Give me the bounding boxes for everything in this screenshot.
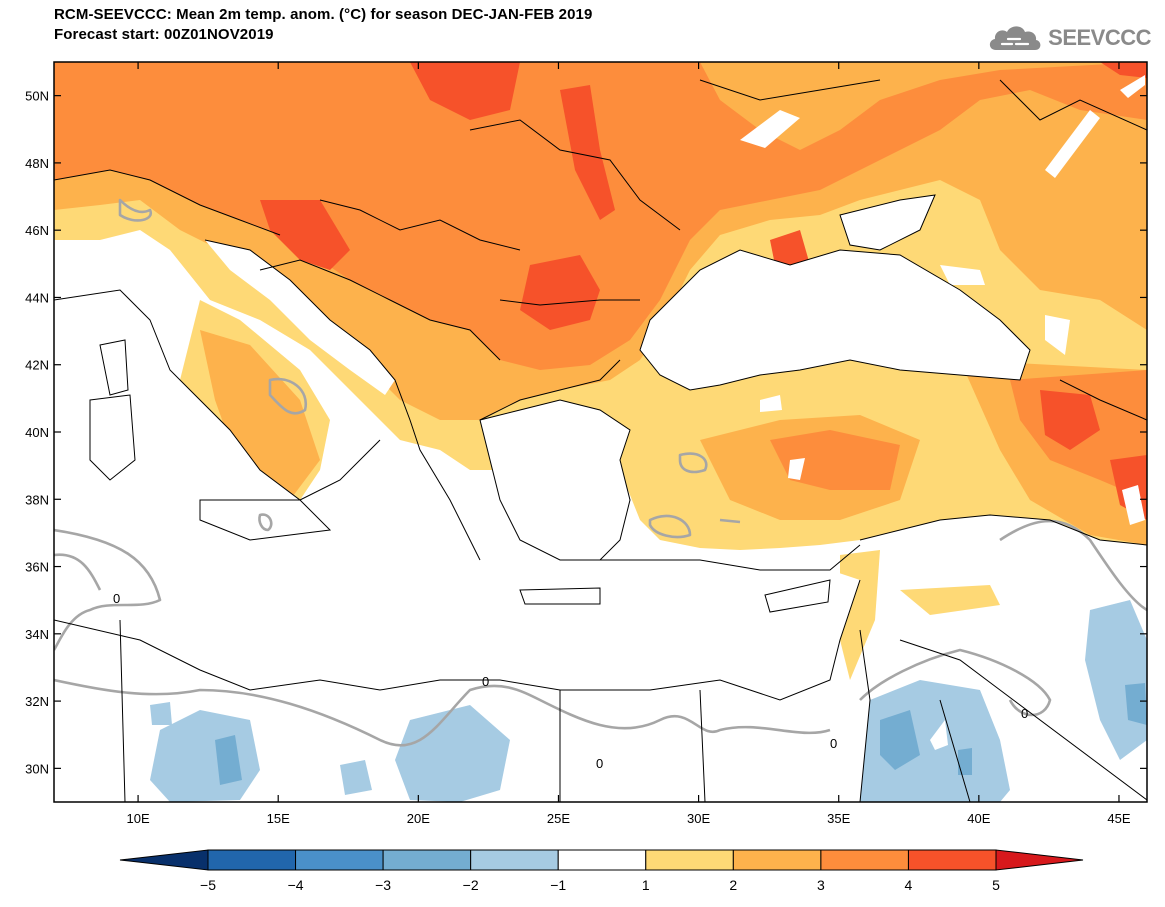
lat-tick-label: 46N bbox=[25, 223, 49, 238]
coastlines-borders bbox=[54, 79, 1147, 802]
colorbar-label: 4 bbox=[905, 877, 913, 893]
lon-tick-label: 30E bbox=[687, 811, 710, 826]
aegean-sea bbox=[480, 400, 630, 560]
sea-of-azov bbox=[840, 195, 935, 250]
latitude-axis: 50N 48N 46N 44N 42N 40N 38N 36N 34N 32N 30N bbox=[25, 89, 1147, 776]
colorbar-label: −5 bbox=[200, 877, 216, 893]
lon-tick-label: 15E bbox=[267, 811, 290, 826]
adriatic-sea bbox=[205, 240, 395, 395]
lat-tick-label: 44N bbox=[25, 290, 49, 305]
lon-tick-label: 20E bbox=[407, 811, 430, 826]
lat-tick-label: 32N bbox=[25, 694, 49, 709]
lon-tick-label: 25E bbox=[547, 811, 570, 826]
lat-tick-label: 50N bbox=[25, 89, 49, 104]
colorbar-label: 3 bbox=[817, 877, 825, 893]
anomaly-fields bbox=[54, 62, 1147, 802]
colorbar-box bbox=[295, 849, 384, 871]
zero-contour-label-1: 0 bbox=[113, 591, 120, 606]
zero-contour-label-4: 0 bbox=[830, 736, 837, 751]
colorbar-box bbox=[557, 849, 647, 871]
lat-tick-label: 40N bbox=[25, 425, 49, 440]
lon-tick-label: 35E bbox=[827, 811, 850, 826]
lat-tick-label: 30N bbox=[25, 761, 49, 776]
tyrrhenian-ionian-sea bbox=[54, 290, 860, 700]
lat-tick-label: 48N bbox=[25, 156, 49, 171]
colorbar-box bbox=[732, 849, 822, 871]
lon-tick-label: 10E bbox=[127, 811, 150, 826]
colorbar-extend-low bbox=[119, 849, 209, 871]
zero-contour-label-3: 0 bbox=[596, 756, 603, 771]
lon-tick-label: 45E bbox=[1107, 811, 1130, 826]
lat-tick-label: 42N bbox=[25, 358, 49, 373]
cloud-icon bbox=[990, 26, 1041, 50]
colorbar-box bbox=[382, 849, 472, 871]
longitude-axis: 10E 15E 20E 25E 30E 35E 40E 45E bbox=[127, 62, 1131, 826]
logo-text: SEEVCCC bbox=[1048, 25, 1151, 50]
black-sea bbox=[640, 250, 1030, 390]
seevccc-logo: SEEVCCC bbox=[986, 20, 1151, 56]
colorbar-label: −1 bbox=[550, 877, 566, 893]
lat-tick-label: 38N bbox=[25, 492, 49, 507]
colorbar-label: −4 bbox=[288, 877, 304, 893]
lat-tick-label: 34N bbox=[25, 627, 49, 642]
zero-contour-label-2: 0 bbox=[482, 674, 489, 689]
lon-tick-label: 40E bbox=[967, 811, 990, 826]
anomaly-region-neg2-neg3 bbox=[880, 710, 920, 770]
colorbar-label: 1 bbox=[642, 877, 650, 893]
colorbar-box bbox=[470, 849, 559, 871]
colorbar-extend-high bbox=[995, 849, 1084, 871]
colorbar-box bbox=[207, 849, 297, 871]
colorbar-label: −3 bbox=[375, 877, 391, 893]
colorbar-box bbox=[907, 849, 997, 871]
zero-contour-label-5: 0 bbox=[1021, 706, 1028, 721]
colorbar-box bbox=[645, 849, 734, 871]
lat-tick-label: 36N bbox=[25, 560, 49, 575]
anomaly-region-4-5 bbox=[410, 62, 520, 120]
zero-contours bbox=[54, 198, 1147, 747]
colorbar: −5 −4 −3 −2 −1 1 2 3 4 5 bbox=[119, 849, 1084, 893]
colorbar-label: 5 bbox=[992, 877, 1000, 893]
map-title: RCM-SEEVCCC: Mean 2m temp. anom. (°C) fo… bbox=[54, 6, 593, 23]
forecast-start-label: Forecast start: 00Z01NOV2019 bbox=[54, 26, 274, 43]
colorbar-label: 2 bbox=[729, 877, 737, 893]
colorbar-label: −2 bbox=[463, 877, 479, 893]
colorbar-box bbox=[820, 849, 909, 871]
